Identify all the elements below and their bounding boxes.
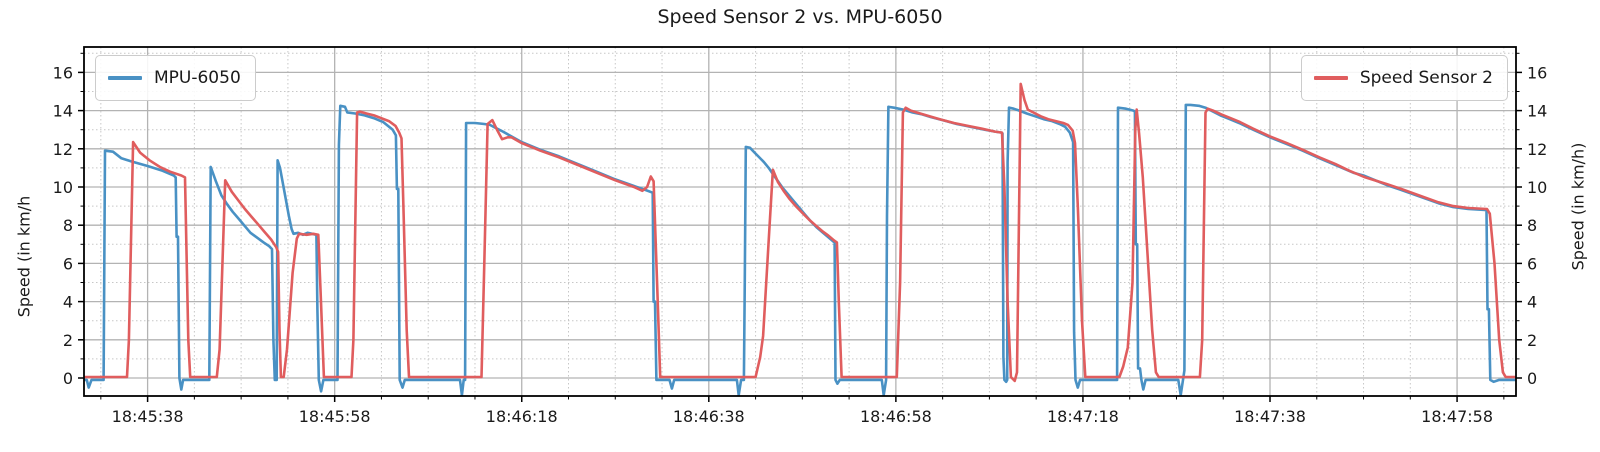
y-tick-label-right: 8 [1527,216,1537,235]
y-axis-label-left: Speed (in km/h [14,195,34,318]
y-tick-label-right: 4 [1527,293,1537,312]
x-tick-label: 18:47:38 [1234,407,1306,426]
x-tick-label: 18:47:58 [1421,407,1493,426]
y-tick-label-left: 12 [53,140,73,159]
y-tick-label-right: 14 [1527,102,1547,121]
x-tick-label: 18:46:18 [486,407,558,426]
legend-label-speed-sensor-2: Speed Sensor 2 [1359,68,1493,88]
x-tick-label: 18:46:58 [860,407,932,426]
series-line-speed-sensor-2 [84,82,1516,383]
y-tick-label-left: 4 [63,293,73,312]
y-tick-label-left: 6 [63,254,73,273]
legend-mpu-6050: MPU-6050 [95,55,256,101]
legend-speed-sensor-2: Speed Sensor 2 [1300,55,1508,101]
y-tick-label-left: 0 [63,369,73,388]
y-tick-label-right: 12 [1527,140,1547,159]
x-tick-label: 18:45:58 [299,407,371,426]
y-tick-label-left: 10 [53,178,73,197]
legend-line-sample-red [1313,76,1348,80]
y-tick-label-left: 14 [53,102,73,121]
y-tick-label-left: 16 [53,63,73,82]
y-tick-label-left: 2 [63,331,73,350]
x-tick-label: 18:45:38 [112,407,184,426]
x-tick-label: 18:47:18 [1047,407,1119,426]
y-tick-label-right: 0 [1527,369,1537,388]
series-line-mpu-6050 [84,103,1516,396]
x-tick-label: 18:46:38 [673,407,745,426]
chart-title: Speed Sensor 2 vs. MPU-6050 [657,6,943,28]
y-tick-label-right: 6 [1527,254,1537,273]
y-tick-label-right: 2 [1527,331,1537,350]
y-tick-label-left: 8 [63,216,73,235]
y-axis-label-right: Speed (in km/h) [1568,142,1588,271]
axes-spines [83,46,1517,397]
legend-line-sample-blue [108,76,142,80]
y-tick-label-right: 10 [1527,178,1547,197]
legend-label-mpu-6050: MPU-6050 [154,68,241,88]
y-tick-label-right: 16 [1527,63,1547,82]
